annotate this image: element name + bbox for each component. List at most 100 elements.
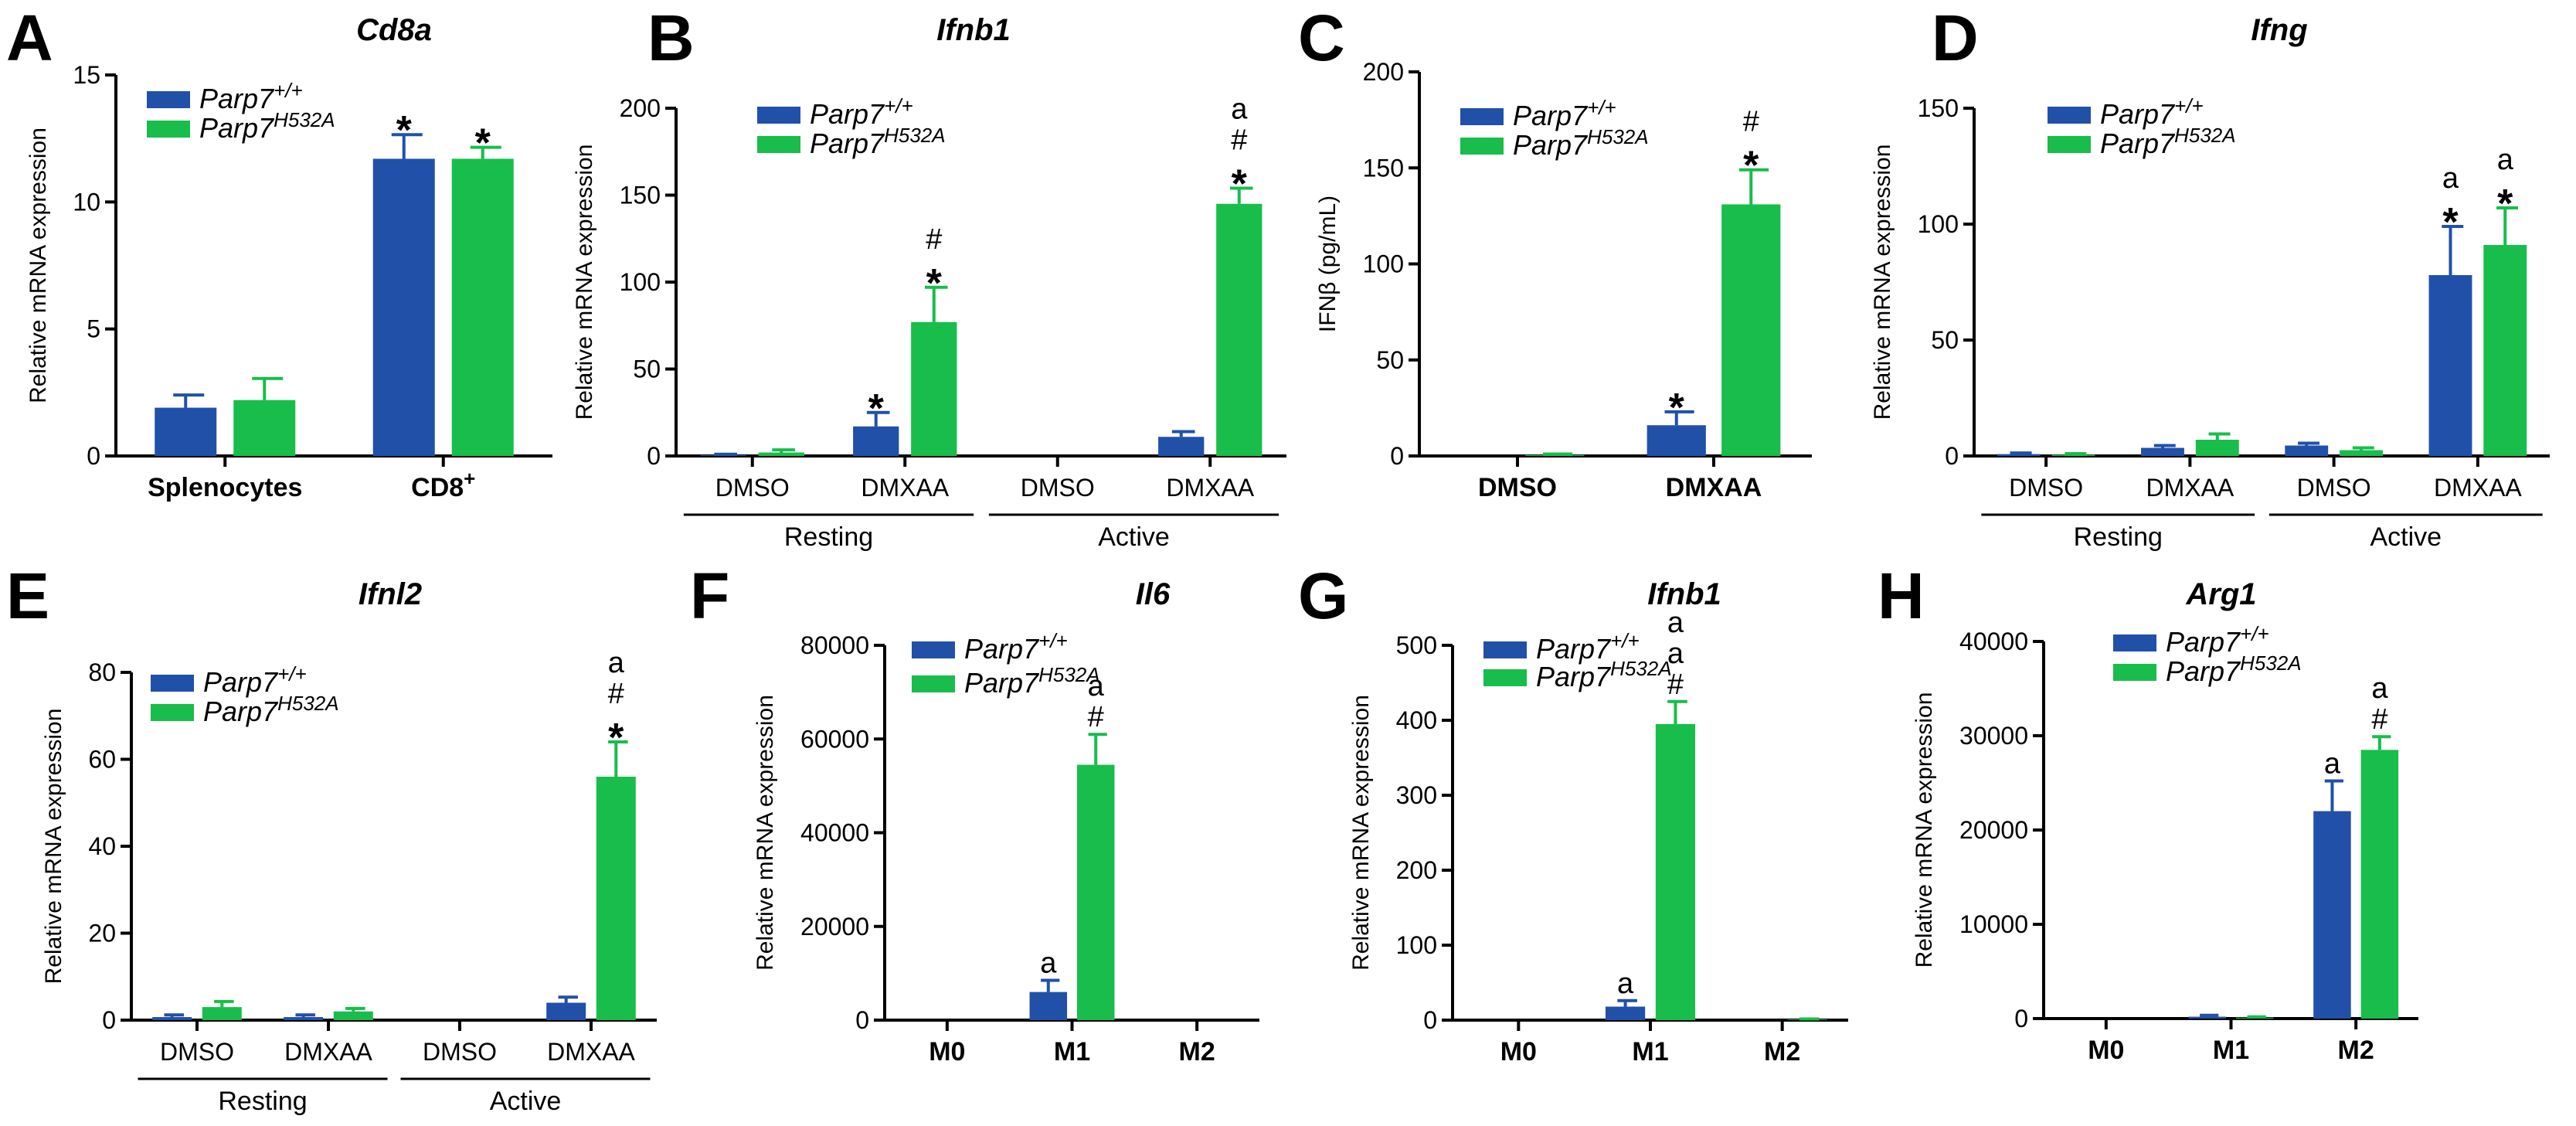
bar — [2313, 811, 2351, 1019]
legend-label-mut: Parp7H532A — [2166, 651, 2302, 687]
significance-hash: # — [1088, 701, 1104, 733]
legend-label-wt-base: Parp7 — [2100, 98, 2176, 130]
x-tick-label: DMXAA — [2434, 474, 2522, 502]
bar — [1076, 764, 1115, 1020]
significance-letter: a — [1040, 947, 1057, 979]
group-label: Resting — [218, 1087, 307, 1116]
bar — [2483, 245, 2527, 456]
bar — [1647, 425, 1706, 456]
x-tick-label: DMSO — [715, 474, 790, 502]
legend: Parp7+/+Parp7H532A — [2113, 622, 2302, 687]
y-tick-label: 100 — [1918, 210, 1959, 238]
significance-hash: # — [608, 678, 624, 710]
legend-swatch-mut — [1460, 138, 1504, 155]
legend-swatch-wt — [147, 91, 190, 108]
significance-letter: a — [2371, 672, 2388, 705]
x-tick-label: DMSO — [1478, 473, 1557, 502]
significance-hash: # — [1743, 106, 1759, 138]
bar — [2285, 445, 2329, 456]
bar — [1997, 454, 2041, 456]
legend-label-mut-sup: H532A — [884, 124, 946, 147]
bar — [333, 1011, 373, 1020]
legend-label-mut-sup: H532A — [2240, 651, 2302, 675]
bar — [155, 407, 217, 456]
panel-e: E Ifnl2 0 20 40 60 80 Relative mRNA expression D… — [6, 560, 657, 1116]
legend-swatch-wt — [2113, 634, 2156, 651]
group-label: Resting — [2074, 522, 2163, 552]
y-tick-label: 10 — [73, 188, 100, 216]
y-axis-label: Relative mRNA expression — [1870, 145, 1895, 420]
significance-star: * — [926, 261, 943, 306]
panel-a: A Cd8a 0 5 10 15 Relative mRNA expression Splen… — [6, 2, 552, 502]
significance-star: * — [868, 386, 885, 431]
x-tick-label: DMXAA — [284, 1038, 372, 1066]
legend-label-wt-sup: +/+ — [277, 662, 307, 685]
legend-label-mut-base: Parp7 — [810, 128, 885, 159]
bar — [2428, 275, 2472, 456]
legend-label-mut-sup: H532A — [1038, 663, 1100, 686]
significance-star: * — [2497, 182, 2513, 226]
panel-letter: A — [6, 2, 53, 74]
legend-label-mut: Parp7H532A — [1513, 125, 1649, 161]
panel-letter: D — [1932, 2, 1979, 74]
panel-letter: H — [1878, 560, 1925, 632]
legend: Parp7+/+Parp7H532A — [1483, 629, 1672, 692]
panel-c: C 0 50 100 150 200 IFNβ (pg/mL) DMSO DMXAA * * # Par… — [1298, 2, 1812, 502]
chart-title: Ifnb1 — [1647, 577, 1721, 611]
legend-label-mut: Parp7H532A — [199, 108, 335, 144]
x-tick-label: DMSO — [160, 1038, 234, 1066]
chart-title: Arg1 — [2185, 577, 2256, 611]
y-tick-label: 100 — [1363, 250, 1404, 278]
bar — [2141, 447, 2184, 456]
significance-letter: a — [1617, 968, 1634, 1000]
chart-title: Ifnb1 — [936, 13, 1011, 47]
bar — [2051, 454, 2095, 456]
y-tick-label: 80000 — [800, 631, 869, 659]
bar — [596, 777, 636, 1020]
x-tick-label: Splenocytes — [148, 473, 302, 502]
chart-title: Ifnl2 — [359, 577, 422, 611]
legend-label-wt-base: Parp7 — [203, 666, 279, 698]
significance-star: * — [1232, 162, 1248, 207]
x-tick-label: DMSO — [2297, 474, 2371, 502]
y-tick-label: 400 — [1396, 706, 1437, 734]
significance-letter: a — [1088, 670, 1105, 702]
significance-hash: # — [2371, 703, 2387, 736]
legend-swatch-mut — [2113, 664, 2156, 681]
y-tick-label: 30000 — [1959, 722, 2028, 750]
panel-g: G Ifnb1 0 100 200 300 400 500 Relative mRNA expr… — [1298, 560, 1848, 1066]
legend-label-wt: Parp7+/+ — [964, 629, 1068, 665]
significance-hash: # — [926, 223, 942, 256]
y-tick-label: 0 — [102, 1006, 116, 1034]
y-axis-label: Relative mRNA expression — [25, 128, 51, 403]
significance-letter: a — [1667, 607, 1684, 639]
y-tick-label: 200 — [1396, 856, 1437, 884]
significance-letter: a — [2324, 748, 2341, 781]
y-axis-label: Relative mRNA expression — [41, 709, 66, 985]
legend-swatch-wt — [757, 107, 800, 124]
legend-swatch-mut — [1483, 669, 1527, 686]
legend-label-mut: Parp7H532A — [1536, 657, 1672, 692]
bar — [1158, 437, 1205, 456]
y-tick-label: 500 — [1396, 631, 1437, 659]
bar — [152, 1017, 192, 1020]
y-tick-label: 20000 — [800, 913, 869, 941]
legend: Parp7+/+Parp7H532A — [2048, 94, 2236, 159]
legend-label-mut-base: Parp7 — [1513, 129, 1589, 161]
legend-label-mut-sup: H532A — [1587, 125, 1649, 148]
legend-swatch-mut — [757, 136, 800, 153]
x-tick-label: DMSO — [1021, 474, 1095, 502]
y-tick-label: 0 — [2014, 1005, 2028, 1032]
legend-label-wt: Parp7+/+ — [810, 94, 913, 130]
bar — [2188, 1016, 2227, 1019]
panel-d: D Ifng 0 50 100 150 Relative mRNA expression DM… — [1870, 2, 2550, 552]
legend-swatch-wt — [912, 641, 955, 658]
y-tick-label: 150 — [620, 182, 661, 209]
legend-label-mut: Parp7H532A — [810, 124, 946, 159]
bar — [1605, 1006, 1646, 1020]
legend-label-wt-sup: +/+ — [2240, 622, 2269, 645]
y-tick-label: 150 — [1918, 94, 1959, 122]
significance-letter: a — [1667, 638, 1684, 670]
legend-label-wt: Parp7+/+ — [1513, 96, 1616, 131]
